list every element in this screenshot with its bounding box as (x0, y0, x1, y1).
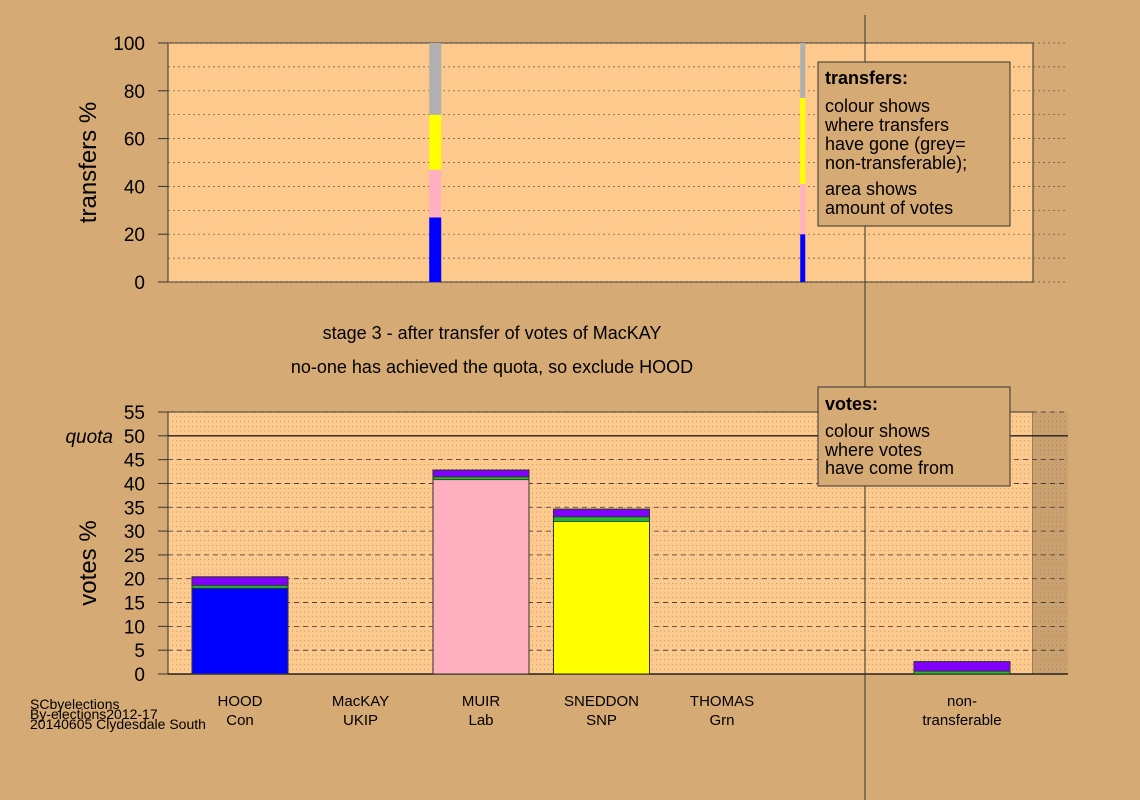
transfers-legend-line: where transfers (824, 115, 949, 135)
votes-legend-line: where votes (824, 440, 922, 460)
votes-y-tick-label: 45 (124, 451, 145, 472)
transfer-segment-nontransferable (429, 43, 442, 115)
transfers-y-tick-label: 0 (134, 273, 145, 294)
candidate-label: Grn (709, 712, 734, 729)
vote-bar-Grn-segment (432, 476, 530, 481)
quota-label: quota (65, 427, 113, 448)
votes-y-axis-label: votes % (75, 520, 102, 605)
transfers-legend-line: non-transferable); (825, 153, 967, 173)
votes-y-tick-label: 50 (124, 427, 145, 448)
vote-bar-UKIP-segment (191, 576, 289, 586)
votes-y-tick-label: 20 (124, 570, 145, 591)
vote-bar-base-segment (553, 521, 650, 675)
vote-bar-Grn-segment (191, 584, 289, 589)
vote-bar-outline (913, 661, 1011, 675)
transfers-legend-line: colour shows (825, 96, 930, 116)
candidate-label: SNP (586, 712, 617, 729)
footer-line-1: SCbyelections (30, 696, 120, 712)
transfer-segment-Con (800, 234, 806, 282)
candidate-label: MacKAY (332, 693, 389, 710)
vote-bar-UKIP-segment (913, 661, 1011, 672)
transfers-y-tick-label: 60 (124, 130, 145, 151)
votes-y-tick-label: 15 (124, 594, 145, 615)
vote-bar-outline (553, 508, 650, 675)
votes-margin-strip (1033, 412, 1068, 674)
vote-bar-UKIP-segment (432, 469, 530, 478)
footer-line-3: 20140605 Clydesdale South (30, 716, 206, 732)
transfers-y-axis-label: transfers % (75, 102, 102, 223)
votes-y-tick-label: 30 (124, 522, 145, 543)
votes-y-tick-label: 55 (124, 403, 145, 424)
transfers-y-tick-label: 40 (124, 177, 145, 198)
votes-legend-title: votes: (825, 394, 878, 414)
transfers-legend: transfers: colour shows where transfers … (817, 61, 1011, 227)
transfers-legend-line: have gone (grey= (825, 134, 966, 154)
candidate-label: THOMAS (690, 693, 754, 710)
votes-y-tick-label: 0 (134, 665, 145, 686)
transfer-segment-nontransferable (800, 43, 806, 98)
transfers-legend-line: area shows (825, 179, 917, 199)
transfer-segment-Con (429, 217, 442, 282)
vote-bar-base-segment (191, 587, 289, 675)
votes-legend: votes: colour shows where votes have com… (817, 386, 1011, 487)
votes-legend-line: colour shows (825, 421, 930, 441)
transfers-y-tick-label: 80 (124, 82, 145, 103)
candidate-label: non- (947, 693, 977, 710)
candidate-label: UKIP (343, 712, 378, 729)
transfer-segment-Lab (800, 184, 806, 235)
stage-caption: stage 3 - after transfer of votes of Mac… (323, 323, 662, 343)
candidate-label: Lab (468, 712, 493, 729)
transfer-segment-SNP (429, 114, 442, 170)
transfer-segment-Lab (429, 169, 442, 218)
votes-y-tick-label: 35 (124, 498, 145, 519)
candidate-label: Con (226, 712, 254, 729)
vote-bar-base-segment (432, 479, 530, 675)
votes-legend-line: have come from (825, 458, 954, 478)
candidate-label: transferable (922, 712, 1001, 729)
votes-y-tick-label: 10 (124, 617, 145, 638)
transfers-legend-line: amount of votes (825, 198, 953, 218)
transfers-legend-title: transfers: (825, 68, 908, 88)
vote-bar-UKIP-segment (553, 508, 650, 518)
status-caption: no-one has achieved the quota, so exclud… (291, 357, 693, 377)
vote-bar-outline (432, 469, 530, 675)
footer-line-2: By-elections2012-17 (30, 706, 158, 722)
votes-y-tick-label: 5 (134, 641, 145, 662)
vote-bar-outline (191, 576, 289, 675)
candidate-label: MUIR (462, 693, 500, 710)
transfers-y-tick-label: 20 (124, 225, 145, 246)
vote-bar-Grn-segment (553, 516, 650, 522)
votes-y-tick-label: 40 (124, 474, 145, 495)
candidate-label: SNEDDON (564, 693, 639, 710)
candidate-label: HOOD (218, 693, 263, 710)
votes-y-tick-label: 25 (124, 546, 145, 567)
transfer-segment-SNP (800, 97, 806, 185)
transfers-y-tick-label: 100 (113, 34, 145, 55)
